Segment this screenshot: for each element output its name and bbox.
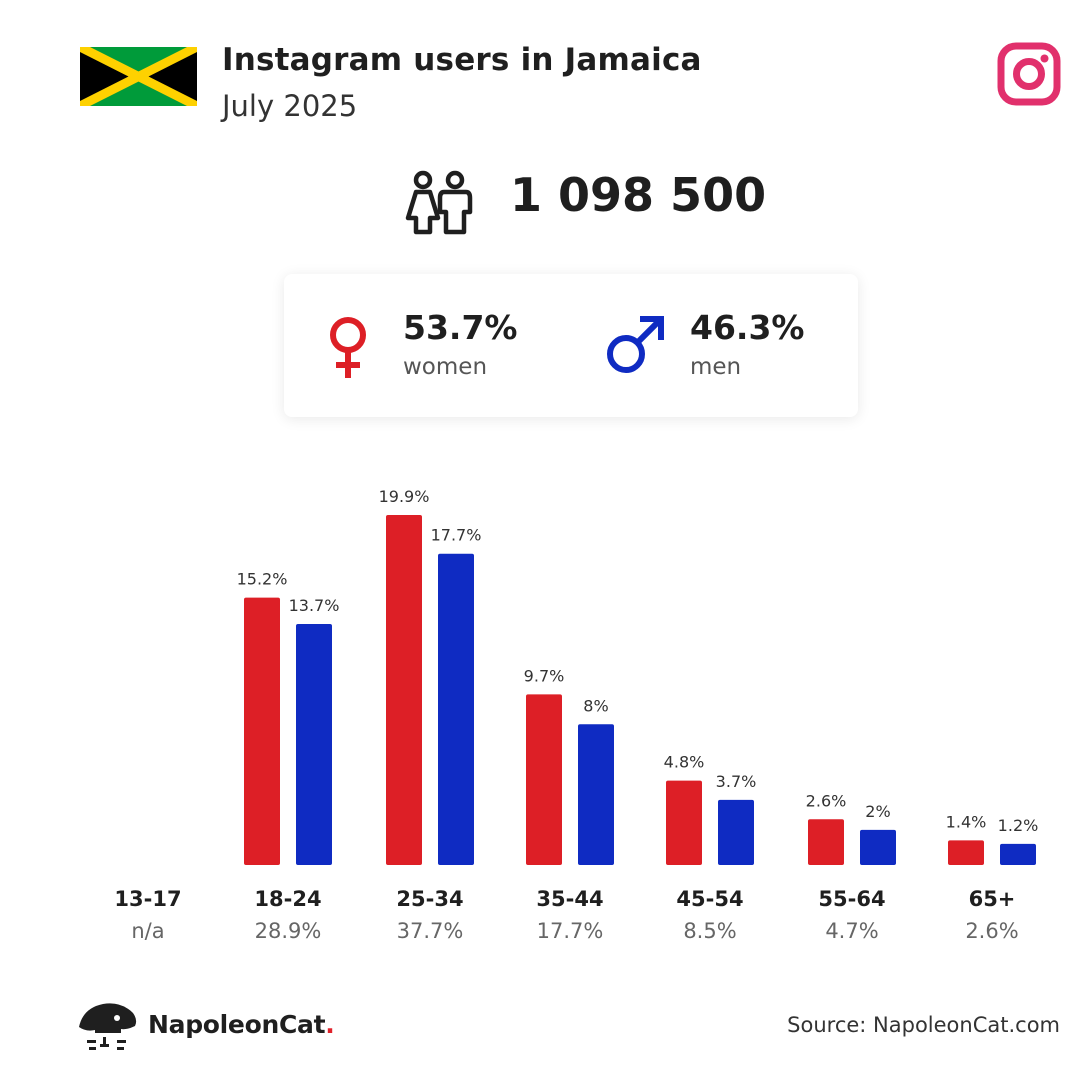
women-percentage: 53.7% bbox=[403, 308, 518, 347]
age-category-label: 18-24 bbox=[254, 887, 321, 911]
age-category-total: 17.7% bbox=[537, 919, 604, 943]
age-category-label: 45-54 bbox=[676, 887, 743, 911]
bar-men-45-54 bbox=[718, 799, 754, 865]
bar-value-label: 2.6% bbox=[806, 791, 847, 810]
bar-value-label: 13.7% bbox=[289, 596, 340, 615]
women-label: women bbox=[403, 354, 488, 380]
bar-women-45-54 bbox=[666, 780, 702, 865]
age-category-label: 25-34 bbox=[396, 887, 463, 911]
napoleoncat-logo-icon bbox=[79, 1003, 137, 1050]
brand-name: NapoleonCat. bbox=[148, 1010, 335, 1039]
bar-value-label: 1.2% bbox=[998, 816, 1039, 835]
bar-value-label: 4.8% bbox=[664, 753, 705, 772]
bar-men-35-44 bbox=[578, 724, 614, 865]
age-category-total: n/a bbox=[131, 919, 164, 943]
male-symbol-icon bbox=[607, 316, 664, 373]
men-percentage: 46.3% bbox=[690, 308, 805, 347]
bar-women-55-64 bbox=[808, 819, 844, 865]
age-category-total: 4.7% bbox=[825, 919, 878, 943]
age-category-label: 55-64 bbox=[818, 887, 885, 911]
bar-men-18-24 bbox=[296, 624, 332, 865]
bar-value-label: 19.9% bbox=[379, 487, 430, 506]
instagram-icon bbox=[997, 42, 1061, 106]
bar-men-55-64 bbox=[860, 829, 896, 865]
bar-women-25-34 bbox=[386, 515, 422, 865]
bar-women-35-44 bbox=[526, 694, 562, 865]
bar-value-label: 1.4% bbox=[946, 812, 987, 831]
bar-value-label: 17.7% bbox=[431, 526, 482, 545]
bar-value-label: 15.2% bbox=[237, 570, 288, 589]
gender-split-card: 53.7% women 46.3% men bbox=[284, 274, 858, 417]
source-link[interactable]: Source: NapoleonCat.com bbox=[787, 1013, 1060, 1037]
bar-value-label: 3.7% bbox=[716, 772, 757, 791]
bar-men-65+ bbox=[1000, 843, 1036, 865]
page-title: Instagram users in Jamaica bbox=[222, 42, 702, 78]
bar-value-label: 8% bbox=[583, 696, 608, 715]
bar-women-65+ bbox=[948, 840, 984, 865]
jamaica-flag-icon bbox=[80, 47, 197, 106]
age-category-total: 2.6% bbox=[965, 919, 1018, 943]
age-category-total: 8.5% bbox=[683, 919, 736, 943]
page-subtitle: July 2025 bbox=[222, 89, 358, 123]
total-users: 1 098 500 bbox=[510, 168, 767, 222]
bar-value-label: 9.7% bbox=[524, 666, 565, 685]
bar-value-label: 2% bbox=[865, 802, 890, 821]
men-label: men bbox=[690, 354, 742, 380]
age-category-total: 37.7% bbox=[397, 919, 464, 943]
age-category-total: 28.9% bbox=[255, 919, 322, 943]
people-icon bbox=[405, 170, 473, 235]
age-category-label: 65+ bbox=[969, 887, 1016, 911]
female-symbol-icon bbox=[330, 317, 366, 378]
age-category-label: 13-17 bbox=[114, 887, 181, 911]
bar-men-25-34 bbox=[438, 553, 474, 865]
age-category-label: 35-44 bbox=[536, 887, 603, 911]
bar-women-18-24 bbox=[244, 597, 280, 865]
age-gender-bar-chart: 13-17 n/a 15.2%13.7% 18-24 28.9% 19.9% 17.7% 25… bbox=[114, 487, 1039, 943]
